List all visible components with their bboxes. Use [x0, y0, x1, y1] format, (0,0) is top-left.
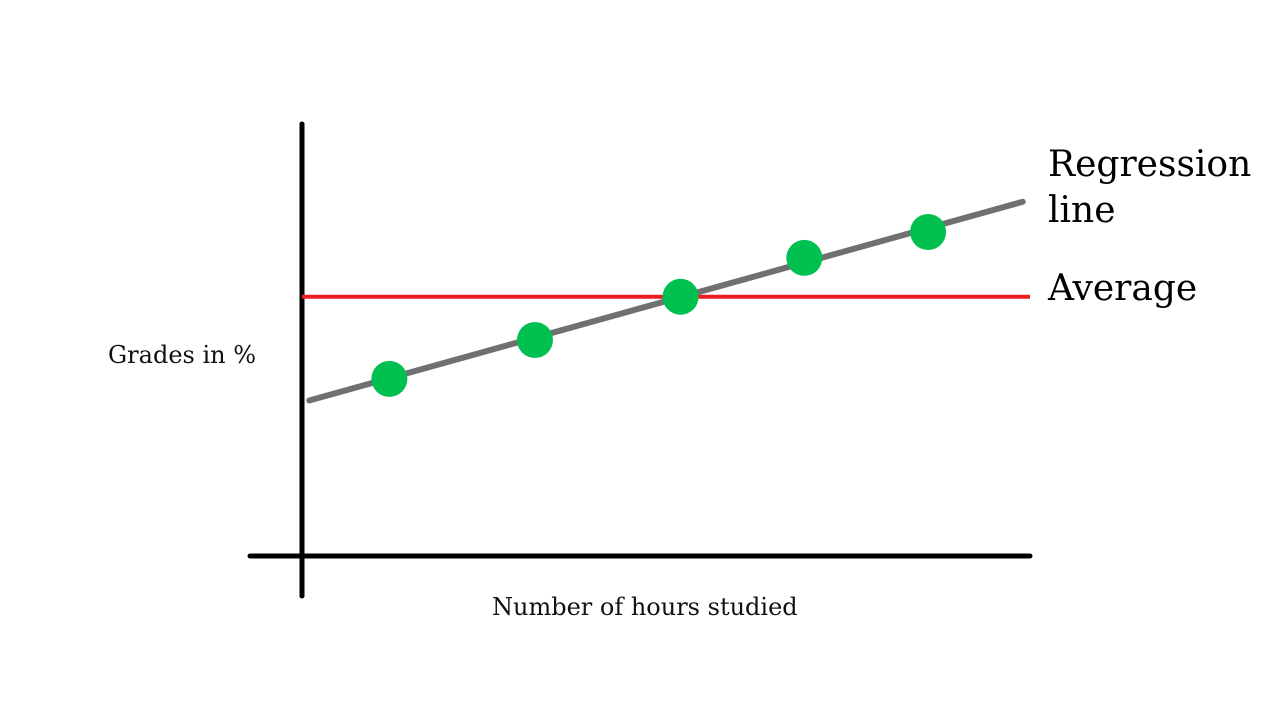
- y-axis-label: Grades in %: [108, 341, 256, 369]
- data-points: [371, 214, 947, 397]
- regression-line-label-line-2: line: [1048, 190, 1116, 231]
- data-point-3: [662, 278, 699, 315]
- data-point-4: [786, 239, 823, 276]
- data-point-5: [910, 214, 947, 250]
- data-point-1: [371, 360, 408, 397]
- average-line-label: Average: [1047, 268, 1197, 309]
- x-axis-label: Number of hours studied: [492, 593, 798, 621]
- data-point-2: [516, 322, 553, 358]
- regression-line-label: Regression line: [1048, 144, 1263, 231]
- regression-line-label-line-1: Regression: [1048, 144, 1251, 185]
